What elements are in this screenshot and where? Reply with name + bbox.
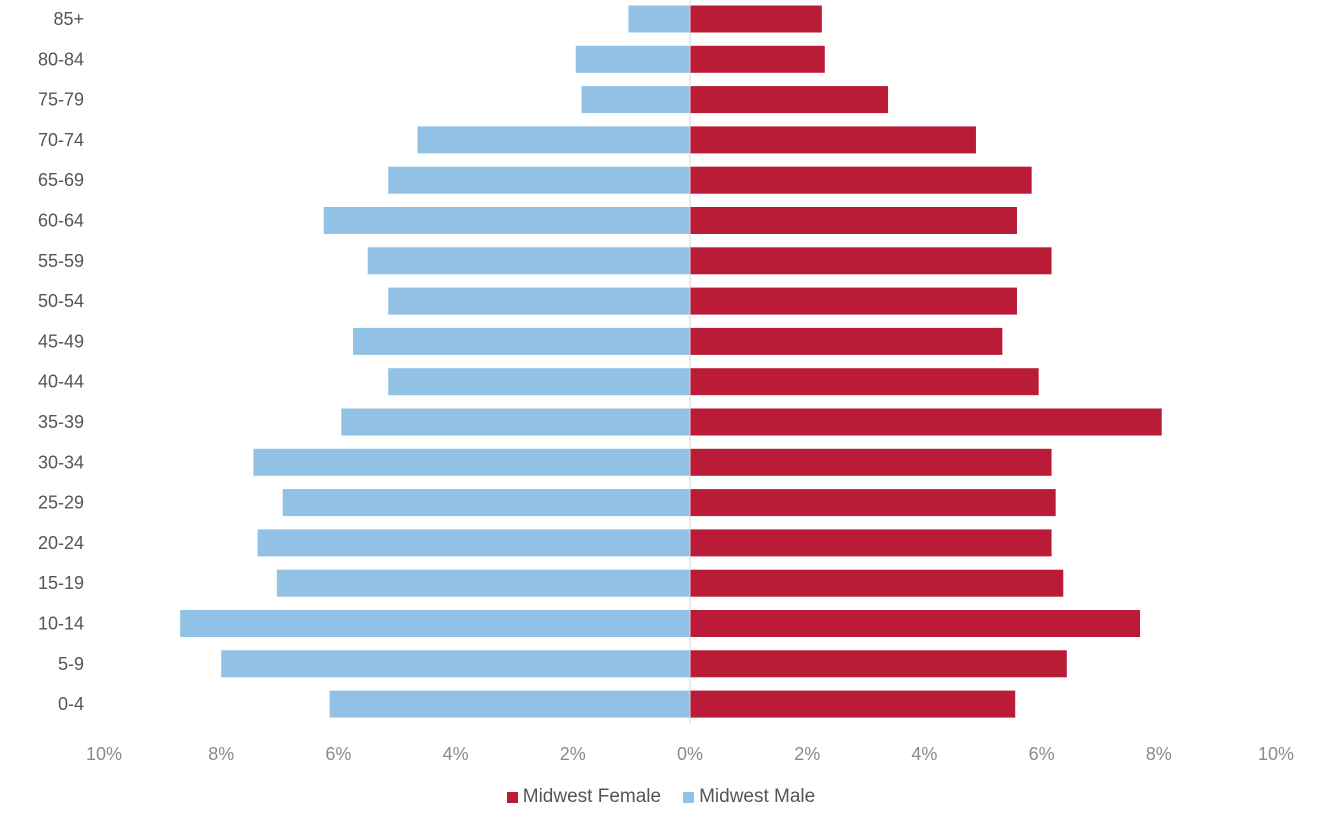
female-bar-40-44 bbox=[690, 368, 1039, 396]
x-tick-label: 4% bbox=[911, 744, 937, 764]
x-axis-tick-labels: 10% 8% 6% 4% 2% 0% 2% 4% 6% 8% 10% bbox=[86, 744, 1294, 764]
male-bar-40-44 bbox=[388, 368, 690, 396]
legend-item-female: Midwest Female bbox=[506, 786, 662, 808]
male-bar-15-19 bbox=[276, 569, 690, 597]
female-bar-0-4 bbox=[690, 690, 1016, 718]
female-bar-10-14 bbox=[690, 610, 1141, 637]
female-bar-45-49 bbox=[690, 327, 1003, 355]
male-bar-10-14 bbox=[180, 610, 690, 637]
male-bar-65-69 bbox=[388, 166, 690, 194]
category-label: 10-14 bbox=[38, 614, 84, 634]
male-bar-0-4 bbox=[329, 690, 690, 718]
x-tick-label: 8% bbox=[208, 744, 234, 764]
category-label: 85+ bbox=[53, 9, 84, 29]
category-label: 5-9 bbox=[58, 654, 84, 674]
x-tick-label: 2% bbox=[794, 744, 820, 764]
category-label: 15-19 bbox=[38, 573, 84, 593]
x-tick-label: 4% bbox=[443, 744, 469, 764]
female-bar-15-19 bbox=[690, 569, 1064, 597]
x-tick-label: 2% bbox=[560, 744, 586, 764]
bars-group bbox=[180, 5, 1162, 718]
male-bar-80-84 bbox=[575, 45, 690, 73]
male-bar-75-79 bbox=[581, 86, 690, 114]
female-bar-60-64 bbox=[690, 207, 1017, 234]
x-tick-label: 6% bbox=[1029, 744, 1055, 764]
female-bar-50-54 bbox=[690, 287, 1017, 315]
legend-label-male: Midwest Male bbox=[699, 786, 816, 807]
legend-item-male: Midwest Male bbox=[683, 786, 815, 808]
legend-label-female: Midwest Female bbox=[522, 786, 662, 807]
category-label: 35-39 bbox=[38, 412, 84, 432]
male-bar-20-24 bbox=[257, 529, 690, 557]
male-bar-70-74 bbox=[417, 126, 690, 154]
female-bar-75-79 bbox=[690, 86, 889, 114]
category-label: 50-54 bbox=[38, 291, 84, 311]
x-tick-label: 10% bbox=[1258, 744, 1294, 764]
male-bar-45-49 bbox=[353, 327, 690, 355]
male-bar-85+ bbox=[628, 5, 690, 33]
category-label: 30-34 bbox=[38, 452, 84, 472]
male-bar-30-34 bbox=[253, 448, 690, 476]
category-label: 45-49 bbox=[38, 331, 84, 351]
female-bar-30-34 bbox=[690, 448, 1052, 476]
male-bar-25-29 bbox=[282, 489, 690, 517]
male-bar-55-59 bbox=[367, 247, 690, 275]
female-bar-5-9 bbox=[690, 650, 1067, 678]
x-tick-label: 0% bbox=[677, 744, 703, 764]
female-bar-65-69 bbox=[690, 166, 1032, 194]
male-bar-60-64 bbox=[323, 207, 690, 234]
x-tick-label: 10% bbox=[86, 744, 122, 764]
female-bar-55-59 bbox=[690, 247, 1052, 275]
legend: Midwest Female Midwest Male bbox=[0, 786, 1322, 808]
legend-swatch-male bbox=[683, 791, 695, 803]
category-label: 0-4 bbox=[58, 694, 84, 714]
category-label: 25-29 bbox=[38, 493, 84, 513]
category-label: 80-84 bbox=[38, 49, 84, 69]
category-label: 65-69 bbox=[38, 170, 84, 190]
female-bar-80-84 bbox=[690, 45, 825, 73]
male-bar-35-39 bbox=[341, 408, 690, 436]
male-bar-5-9 bbox=[221, 650, 690, 678]
category-label: 75-79 bbox=[38, 90, 84, 110]
category-labels: 85+ 80-84 75-79 70-74 65-69 60-64 55-59 50-54 45… bbox=[38, 9, 84, 714]
category-label: 55-59 bbox=[38, 251, 84, 271]
male-bar-50-54 bbox=[388, 287, 690, 315]
female-bar-70-74 bbox=[690, 126, 976, 154]
x-tick-label: 6% bbox=[325, 744, 351, 764]
category-label: 20-24 bbox=[38, 533, 84, 553]
female-bar-35-39 bbox=[690, 408, 1162, 436]
female-bar-25-29 bbox=[690, 489, 1056, 517]
female-bar-85+ bbox=[690, 5, 822, 33]
female-bar-20-24 bbox=[690, 529, 1052, 557]
category-label: 60-64 bbox=[38, 211, 84, 231]
x-tick-label: 8% bbox=[1146, 744, 1172, 764]
category-label: 70-74 bbox=[38, 130, 84, 150]
legend-swatch-female bbox=[506, 791, 518, 803]
category-label: 40-44 bbox=[38, 372, 84, 392]
